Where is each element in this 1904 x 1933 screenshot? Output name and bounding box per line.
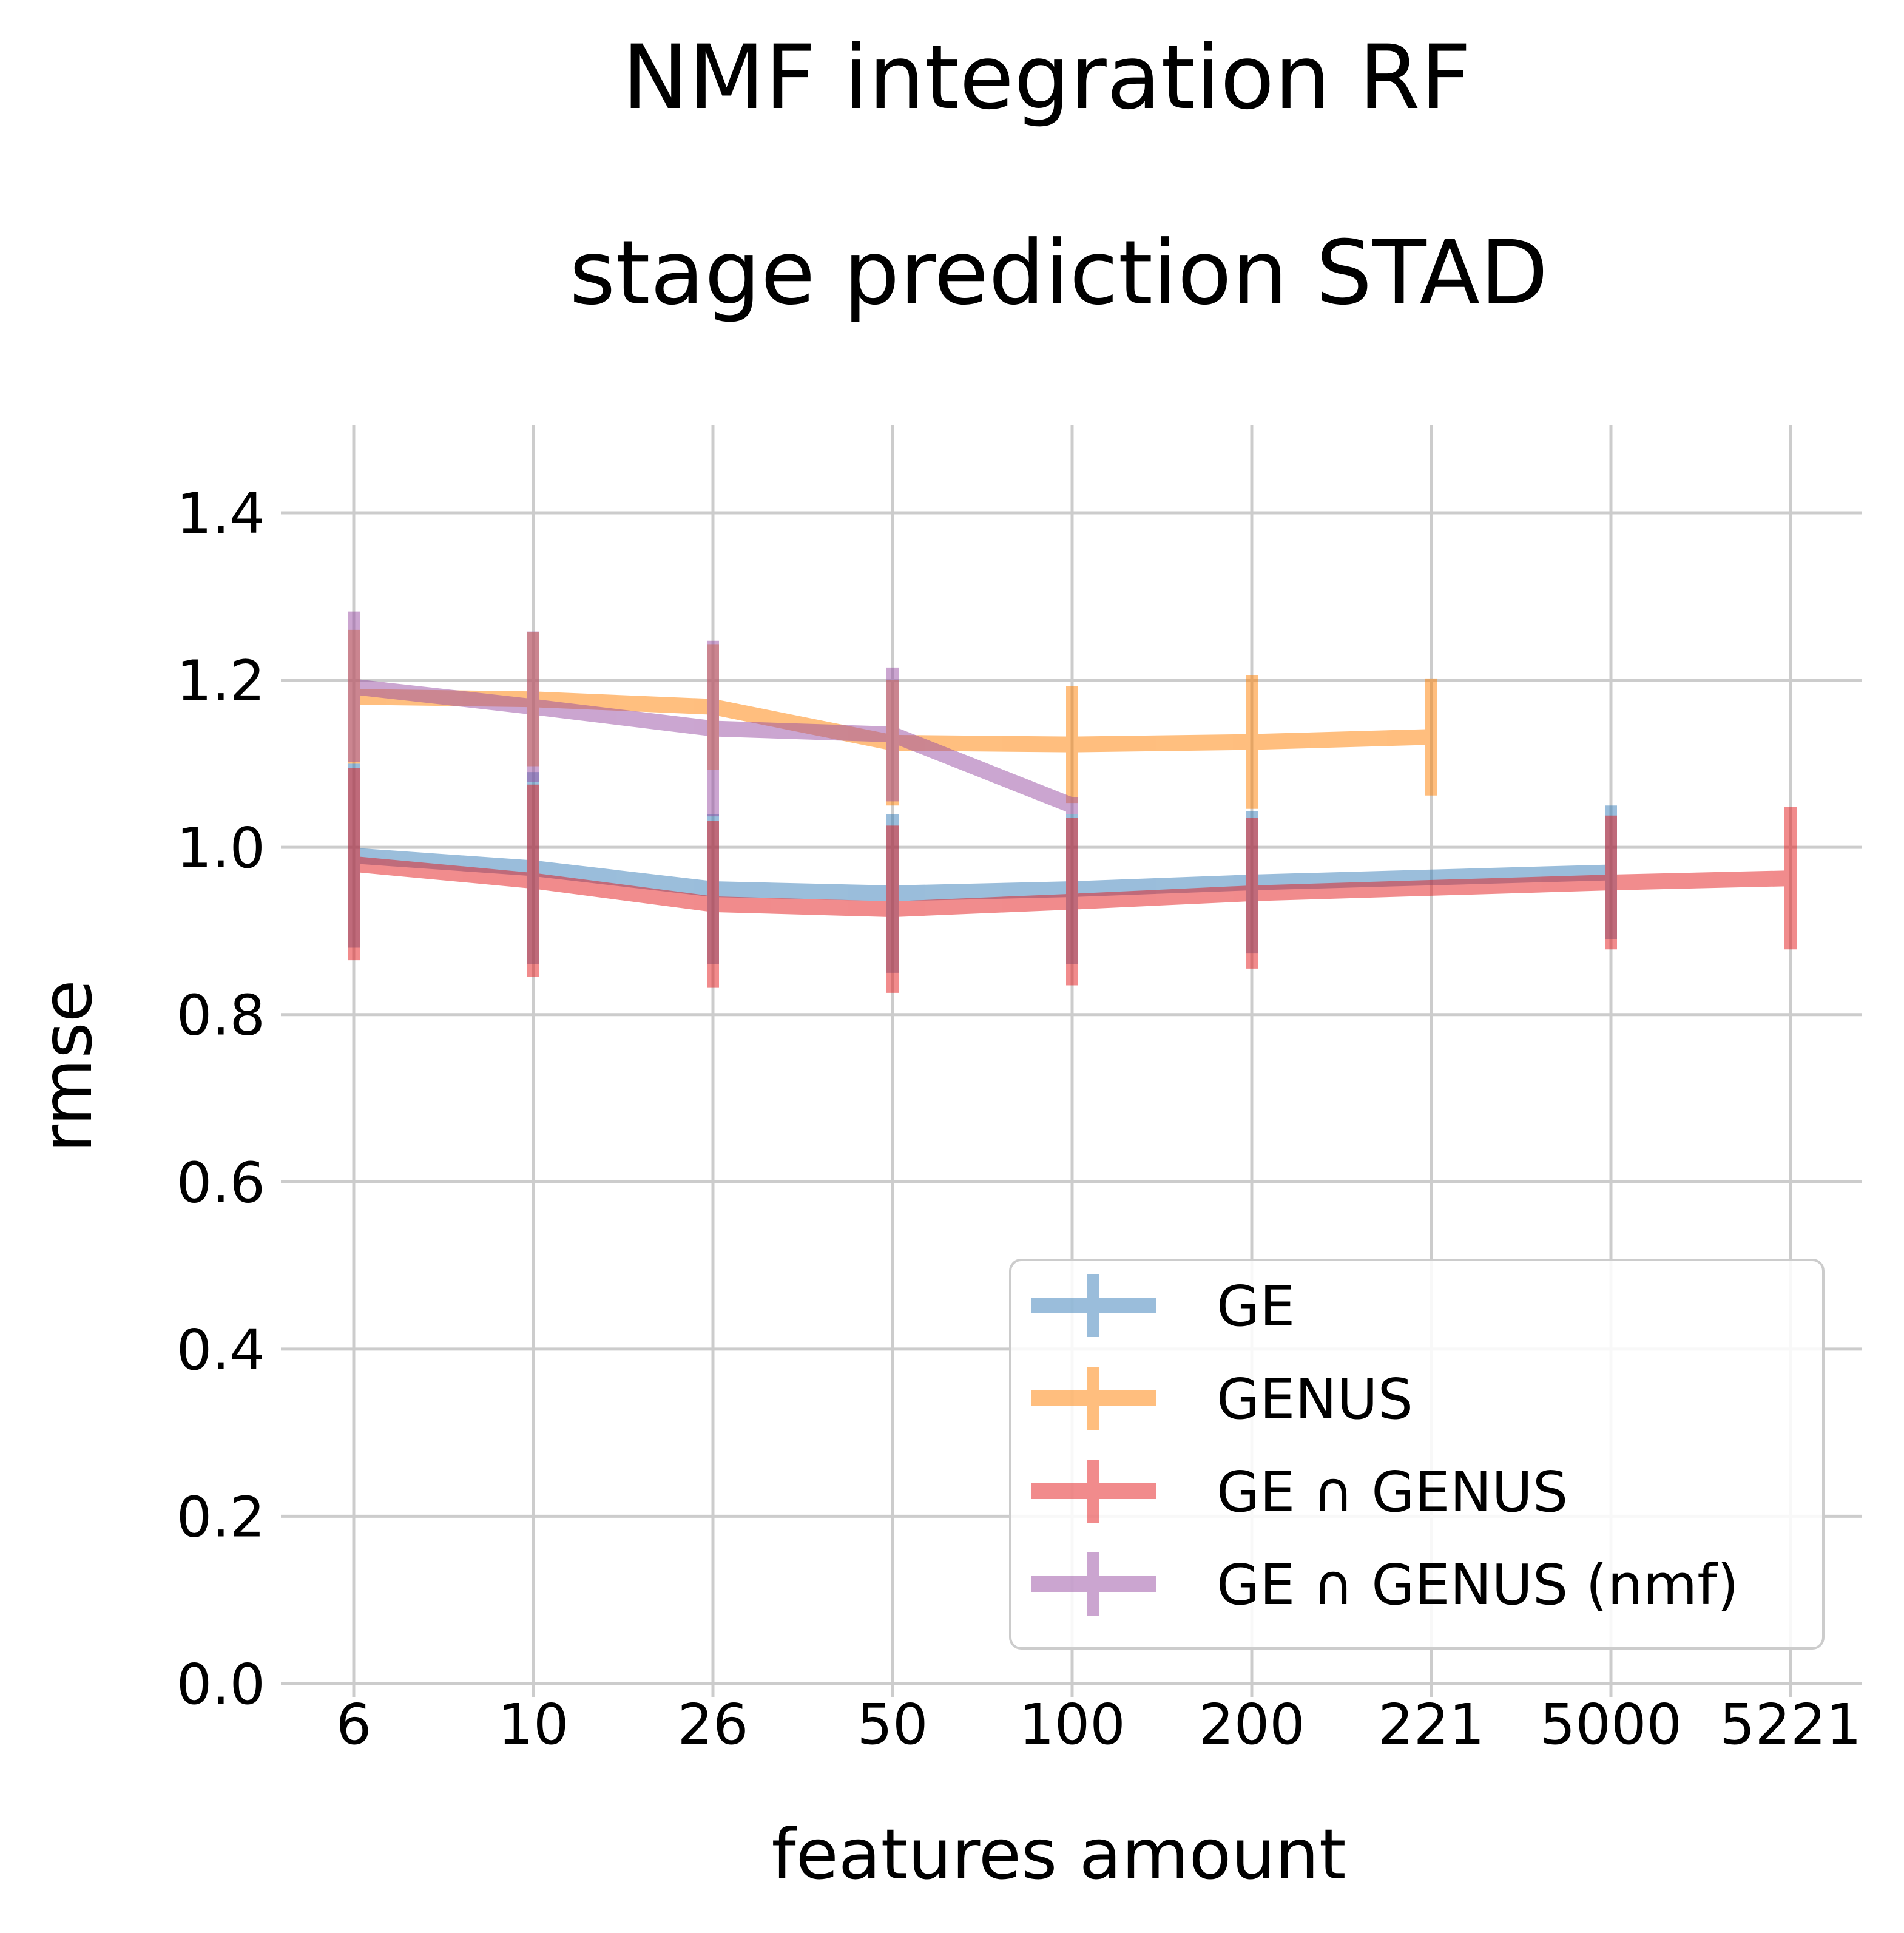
series-layer [348,611,1797,993]
legend-label: GE ∩ GENUS (nmf) [1217,1552,1739,1617]
y-tick-label: 0.6 [177,1150,265,1215]
x-tick-label: 50 [857,1692,928,1757]
x-tick-label: 100 [1019,1692,1126,1757]
legend-marker [1031,1274,1156,1337]
x-axis-label: features amount [771,1814,1346,1895]
series-2 [348,768,1797,993]
legend-label: GENUS [1217,1367,1413,1432]
x-tick-label: 5000 [1540,1692,1682,1757]
y-tick-label: 0.0 [177,1652,265,1717]
legend-marker [1031,1460,1156,1523]
x-tick-label: 6 [336,1692,372,1757]
series-3 [348,611,1078,817]
legend: GE GENUS GE ∩ GENUS GE ∩ GENUS (nmf) [1009,1259,1825,1650]
tick-labels: 6 10 26 50 100 200 221 5000 5221 0.0 0.2 0.4 0.6 0.8 1… [177,481,1862,1757]
chart-title: NMF integration RF [622,26,1471,129]
chart-subtitle: stage prediction STAD [569,222,1548,325]
legend-marker [1031,1552,1156,1616]
series-line [353,856,1791,918]
series-0 [348,763,1617,973]
x-tick-label: 221 [1378,1692,1485,1757]
legend-marker [1031,1367,1156,1430]
y-tick-label: 0.8 [177,983,265,1048]
y-tick-label: 1.0 [177,816,265,881]
x-tick-label: 10 [498,1692,569,1757]
legend-frame [1009,1259,1825,1650]
y-tick-label: 1.4 [177,481,265,546]
y-tick-label: 0.4 [177,1318,265,1383]
y-axis-label: rmse [27,980,107,1153]
legend-label: GE ∩ GENUS [1217,1460,1568,1525]
y-tick-label: 1.2 [177,649,265,714]
legend-label: GE [1217,1274,1295,1339]
x-tick-label: 200 [1198,1692,1305,1757]
x-tick-label: 26 [677,1692,748,1757]
x-tick-label: 5221 [1720,1692,1862,1757]
y-tick-label: 0.2 [177,1484,265,1549]
